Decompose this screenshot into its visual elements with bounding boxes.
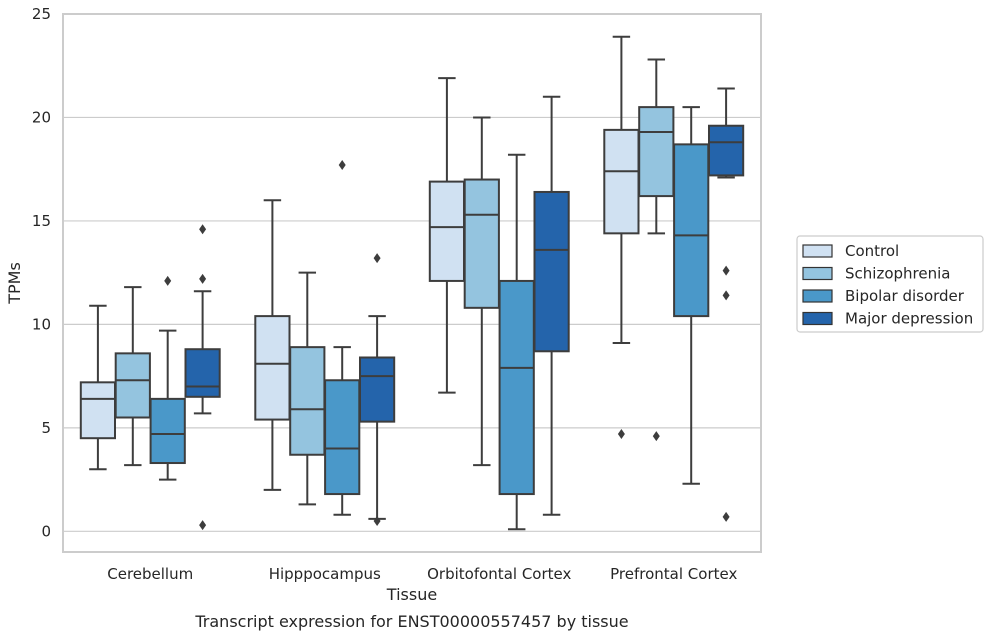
axes: 0 5 10 15 20 25 Cerebellum Hipppocampus Orbitofo… [32,5,762,583]
box-body [149,397,186,465]
y-tick-label: 5 [41,419,51,437]
box-2-0 [149,275,186,481]
y-tick-label: 25 [32,5,51,23]
axis-labels: Tissue TPMs Transcript expression for EN… [5,262,629,631]
box-1-2 [463,116,500,467]
x-tick-label: Prefrontal Cortex [610,565,737,583]
box-2-3 [673,106,710,485]
box-body [673,143,710,318]
outlier-point [199,520,207,531]
box-2-1 [324,160,361,516]
box-3-0 [184,224,221,531]
box-3-3 [707,87,745,522]
legend-frame [796,235,984,333]
box-body [184,348,221,398]
outlier-point [722,511,730,522]
legend: Control Schizophrenia Bipolar disorder Majo… [796,235,984,333]
legend-label: Schizophrenia [845,265,950,283]
box-0-3 [603,35,640,440]
outlier-point [373,253,381,264]
y-tick-label: 15 [32,212,51,230]
chart-caption: Transcript expression for ENST0000055745… [194,612,628,631]
y-axis-label: TPMs [5,262,24,305]
plot-frame [62,13,762,553]
x-tick-label: Hipppocampus [269,565,381,583]
legend-label: Control [845,242,899,260]
y-tick-label: 20 [32,108,51,126]
x-tick-label: Orbitofontal Cortex [427,565,571,583]
box-body [324,379,361,496]
box-body [707,124,745,177]
outlier-point [373,515,381,526]
box-body [428,180,466,282]
x-tick-label: Cerebellum [107,565,193,583]
box-0-0 [79,304,117,471]
outlier-point [164,275,172,286]
outlier-point [617,429,625,440]
box-body [79,381,117,440]
boxes [79,35,745,531]
box-body [358,356,396,423]
box-3-2 [533,95,570,516]
legend-swatch [802,266,833,281]
box-body [289,346,326,456]
box-2-2 [498,153,535,531]
outlier-point [338,160,346,171]
box-1-1 [289,271,326,506]
outlier-point [652,431,660,442]
box-1-3 [638,58,675,442]
legend-swatch [802,244,833,258]
box-body [114,352,151,419]
box-body [498,279,535,496]
outlier-point [722,265,730,276]
y-tick-label: 10 [32,315,51,333]
box-body [603,128,640,235]
box-body [638,106,675,198]
box-1-0 [114,286,151,467]
x-axis-label: Tissue [386,585,437,604]
legend-label: Major depression [845,310,973,328]
outlier-point [199,273,207,284]
box-0-1 [254,199,291,491]
y-tick-label: 0 [41,522,51,540]
legend-swatch [802,311,833,326]
box-body [533,190,570,353]
box-body [254,315,291,421]
legend-swatch [802,289,833,303]
outlier-point [722,290,730,301]
outlier-point [199,224,207,235]
box-3-1 [358,253,396,526]
box-0-2 [428,77,466,394]
box-body [463,178,500,309]
legend-label: Bipolar disorder [845,287,965,305]
